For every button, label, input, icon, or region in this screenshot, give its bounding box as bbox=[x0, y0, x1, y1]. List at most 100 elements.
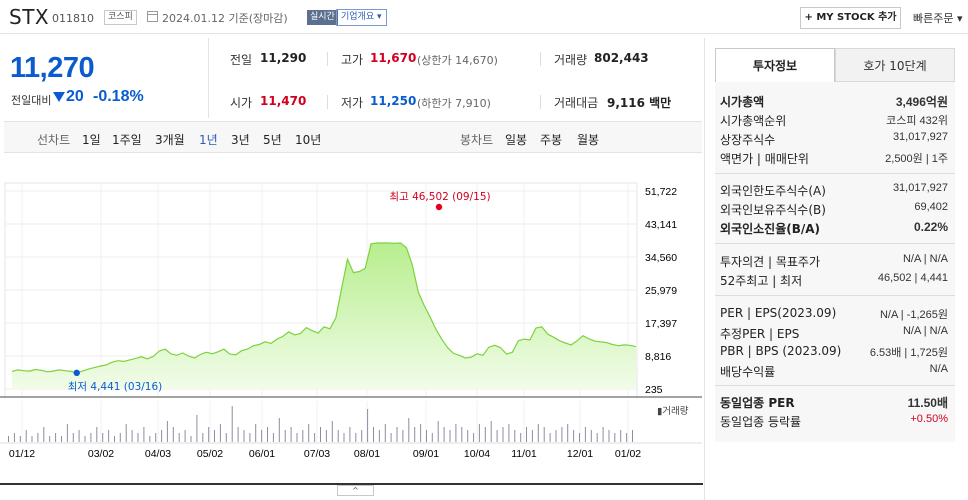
add-my-stock-button[interactable]: + MY STOCK 추가 bbox=[800, 7, 901, 29]
volume-bar bbox=[243, 430, 245, 442]
investment-info-box bbox=[715, 82, 955, 442]
volume-bar bbox=[296, 433, 298, 442]
tab-investment-info[interactable]: 투자정보 bbox=[715, 48, 835, 82]
volume-bar bbox=[355, 433, 357, 442]
live-badge[interactable]: 실시간 bbox=[307, 10, 338, 25]
volume-bar bbox=[602, 427, 604, 442]
volume-bar bbox=[255, 424, 257, 442]
volume-bar bbox=[96, 427, 98, 442]
period-1w[interactable]: 1주일 bbox=[112, 133, 142, 147]
volume-bar bbox=[172, 427, 174, 442]
low-label: 저가 bbox=[341, 96, 364, 110]
volume-bar bbox=[84, 436, 86, 442]
collapse-chart-button[interactable]: ^ bbox=[337, 485, 374, 496]
volume-bar bbox=[349, 427, 351, 442]
volume-bar bbox=[443, 427, 445, 442]
divider bbox=[540, 52, 541, 66]
info-value: N/A | N/A bbox=[902, 325, 948, 337]
volume-bar bbox=[478, 424, 480, 442]
period-10y[interactable]: 10년 bbox=[295, 133, 322, 147]
x-tick-label: 09/01 bbox=[413, 448, 439, 460]
volume-bar bbox=[43, 427, 45, 442]
info-label: 시가총액순위 bbox=[720, 114, 787, 128]
low-value: 11,250 bbox=[370, 94, 417, 108]
volume-bar bbox=[143, 427, 145, 442]
info-label: 상장주식수 bbox=[720, 133, 776, 147]
volume-bar bbox=[278, 418, 280, 442]
volume-bar bbox=[455, 424, 457, 442]
volume-bar bbox=[331, 421, 333, 442]
stock-code: 011810 bbox=[52, 12, 94, 25]
tab-orderbook-10[interactable]: 호가 10단계 bbox=[835, 48, 955, 82]
period-3m[interactable]: 3개월 bbox=[155, 133, 185, 147]
open-label: 시가 bbox=[230, 96, 253, 110]
upper-limit: (상한가 14,670) bbox=[417, 54, 498, 67]
volume-bar bbox=[231, 406, 233, 442]
volume-bar bbox=[314, 433, 316, 442]
open-value: 11,470 bbox=[260, 94, 307, 108]
candle-daily[interactable]: 일봉 bbox=[505, 133, 528, 147]
volume-bar bbox=[225, 433, 227, 442]
volume-bar bbox=[78, 430, 80, 442]
trade-amount-label: 거래대금 bbox=[554, 96, 599, 110]
volume-bar bbox=[561, 427, 563, 442]
down-triangle-icon bbox=[53, 92, 65, 102]
info-label: 52주최고 | 최저 bbox=[720, 274, 803, 288]
x-tick-label: 12/01 bbox=[567, 448, 593, 460]
volume-bar bbox=[514, 430, 516, 442]
info-value: 31,017,927 bbox=[892, 182, 948, 194]
volume-bar bbox=[520, 433, 522, 442]
info-label: PER | EPS(2023.09) bbox=[720, 306, 837, 320]
chart-period-bar: 선차트 1일 1주일 3개월 1년 3년 5년 10년 봉차트 일봉 주봉 월봉 bbox=[4, 121, 702, 153]
volume-bar bbox=[373, 427, 374, 442]
volume-bar bbox=[537, 424, 539, 442]
period-5y[interactable]: 5년 bbox=[263, 133, 282, 147]
y-tick-label: 25,979 bbox=[645, 285, 677, 297]
candle-chart-label: 봉차트 bbox=[460, 133, 494, 147]
volume-bar bbox=[626, 433, 628, 442]
volume-bar bbox=[531, 430, 533, 442]
x-tick-label: 01/02 bbox=[615, 448, 641, 460]
volume-bar bbox=[49, 436, 51, 442]
info-value: 6.53배 | 1,725원 bbox=[869, 347, 948, 359]
volume-bar bbox=[473, 433, 475, 442]
x-tick-label: 04/03 bbox=[145, 448, 171, 460]
volume-bar bbox=[426, 430, 427, 442]
volume-bar bbox=[90, 433, 92, 442]
candle-monthly[interactable]: 월봉 bbox=[577, 133, 600, 147]
volume-bar bbox=[125, 424, 127, 442]
change-label: 전일대비 bbox=[11, 94, 52, 107]
x-tick-label: 05/02 bbox=[197, 448, 223, 460]
divider bbox=[327, 95, 328, 109]
volume-bar bbox=[508, 424, 510, 442]
candle-weekly[interactable]: 주봉 bbox=[540, 133, 563, 147]
price-change-percent: -0.18% bbox=[93, 88, 144, 105]
volume-bar bbox=[384, 424, 386, 442]
volume-bar bbox=[61, 436, 62, 442]
volume-bar bbox=[161, 430, 163, 442]
divider bbox=[327, 52, 328, 66]
volume-bar bbox=[378, 430, 380, 442]
x-tick-label: 01/12 bbox=[9, 448, 35, 460]
volume-bar bbox=[119, 433, 121, 442]
y-tick-label: 235 bbox=[645, 384, 663, 396]
volume-bar bbox=[72, 433, 74, 442]
market-badge: 코스피 bbox=[104, 10, 137, 25]
price-area-fill bbox=[12, 243, 636, 389]
period-3y[interactable]: 3년 bbox=[231, 133, 250, 147]
volume-bar bbox=[184, 430, 186, 442]
section-divider bbox=[715, 173, 955, 174]
chart-bottom-border bbox=[0, 483, 703, 485]
price-stats: 전일 11,290 고가 11,670 (상한가 14,670) 거래량 802… bbox=[210, 38, 702, 118]
volume-bar bbox=[208, 427, 210, 442]
volume-bar bbox=[155, 433, 157, 442]
info-value: N/A bbox=[929, 363, 948, 375]
quick-order-dropdown[interactable]: 빠른주문 ▾ bbox=[913, 12, 963, 25]
low-marker bbox=[73, 369, 80, 377]
volume-bar bbox=[608, 430, 610, 442]
period-1d[interactable]: 1일 bbox=[82, 133, 101, 147]
volume-bar bbox=[567, 424, 569, 442]
period-1y[interactable]: 1년 bbox=[199, 133, 218, 147]
volume-bar bbox=[467, 430, 469, 442]
company-overview-dropdown[interactable]: 기업개요 ▾ bbox=[336, 9, 387, 26]
